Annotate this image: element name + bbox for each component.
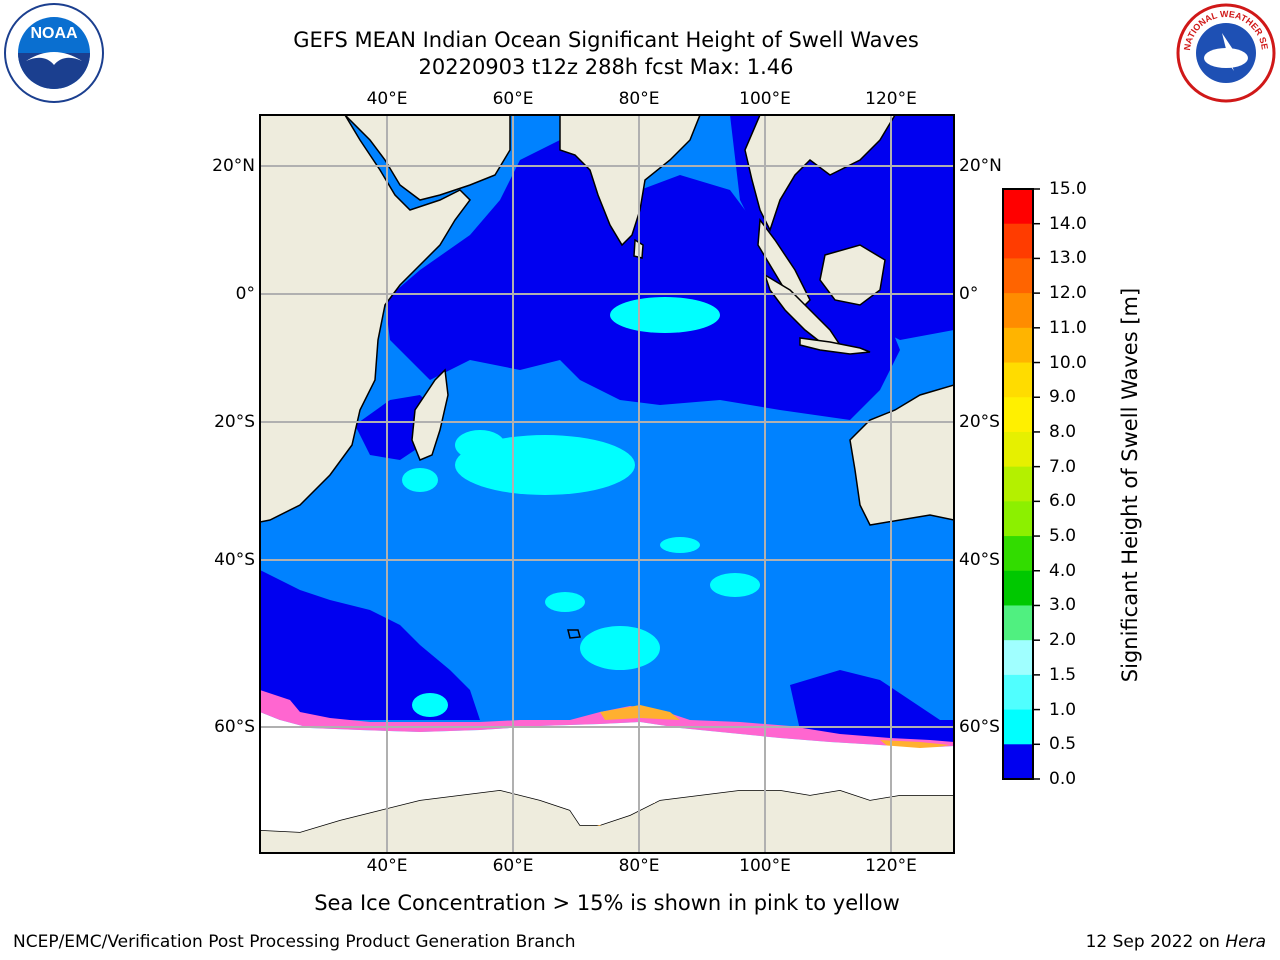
- graticule: [260, 115, 954, 853]
- colorbar-segment: [1003, 223, 1033, 260]
- lon-tick-bottom-100e: 100°E: [739, 856, 791, 876]
- map-title: GEFS MEAN Indian Ocean Significant Heigh…: [293, 28, 919, 52]
- colorbar-label: 0.0: [1049, 769, 1077, 789]
- lon-tick-bottom-60e: 60°E: [492, 856, 534, 876]
- kerguelen-outline: [567, 629, 581, 639]
- colorbar-ticks: [1033, 188, 1040, 780]
- land-southeast-asia: [744, 115, 896, 232]
- lat-tick-right-60s: 60°S: [959, 717, 1000, 737]
- colorbar-title: Significant Height of Swell Waves [m]: [1118, 287, 1142, 683]
- colorbar-segment: [1003, 362, 1033, 398]
- lon-tick-top-120e: 120°E: [865, 89, 917, 109]
- colorbar-segment: [1003, 397, 1033, 433]
- colorbar-segment: [1003, 570, 1033, 607]
- lon-tick-bottom-40e: 40°E: [366, 856, 408, 876]
- colorbar-label: 9.0: [1049, 387, 1077, 408]
- colorbar-segment: [1003, 536, 1033, 572]
- colorbar-frame: [1002, 188, 1034, 780]
- colorbar-label: 6.0: [1049, 491, 1077, 512]
- colorbar-segment: [1003, 327, 1033, 364]
- colorbar-label: 4.0: [1049, 560, 1077, 581]
- colorbar-label: 13.0: [1049, 248, 1087, 269]
- colorbar-label: 14.0: [1049, 213, 1087, 234]
- lon-tick-bottom-120e: 120°E: [865, 856, 917, 876]
- land-borneo: [819, 244, 886, 306]
- lon-tick-top-60e: 60°E: [492, 89, 534, 109]
- colorbar-label: 1.0: [1049, 699, 1077, 720]
- colorbar-segment: [1003, 640, 1033, 676]
- colorbar-segment: [1003, 674, 1033, 711]
- land-india: [559, 115, 701, 247]
- colorbar-segment: [1003, 293, 1033, 329]
- lat-tick-left-20s: 20°S: [214, 412, 255, 432]
- colorbar-label: 3.0: [1049, 595, 1077, 616]
- noaa-logo: NOAA: [4, 3, 104, 103]
- colorbar-label: 11.0: [1049, 317, 1087, 338]
- colorbar: [1003, 189, 1033, 780]
- lon-tick-bottom-80e: 80°E: [618, 856, 660, 876]
- colorbar-label: 7.0: [1049, 456, 1077, 477]
- land-java: [799, 337, 871, 355]
- colorbar-label: 12.0: [1049, 283, 1087, 304]
- colorbar-segment: [1003, 605, 1033, 641]
- lon-tick-top-100e: 100°E: [739, 89, 791, 109]
- colorbar-label: 2.0: [1049, 630, 1077, 651]
- lat-tick-left-60s: 60°S: [214, 717, 255, 737]
- nws-logo: NATIONAL WEATHER SERVICE: [1176, 3, 1276, 103]
- colorbar-segment: [1003, 189, 1033, 225]
- map-subtitle: 20220903 t12z 288h fcst Max: 1.46: [418, 55, 794, 79]
- lat-tick-right-0: 0°: [959, 284, 979, 304]
- lat-tick-right-40s: 40°S: [959, 550, 1000, 570]
- map-frame: [259, 114, 955, 854]
- footer-host: Hera: [1225, 932, 1266, 952]
- ice-covered-area: [260, 712, 954, 832]
- moderate-swell-regions: [402, 297, 760, 717]
- sea-ice-caption: Sea Ice Concentration > 15% is shown in …: [314, 891, 900, 915]
- footer-date: 12 Sep 2022 on Hera: [1086, 932, 1266, 952]
- lat-tick-left-0: 0°: [235, 284, 255, 304]
- colorbar-label: 15.0: [1049, 179, 1087, 199]
- land-australia: [849, 384, 954, 526]
- colorbar-segment: [1003, 431, 1033, 468]
- lon-tick-top-40e: 40°E: [366, 89, 408, 109]
- land-madagascar: [411, 368, 449, 461]
- colorbar-segment: [1003, 258, 1033, 294]
- lon-tick-top-80e: 80°E: [618, 89, 660, 109]
- lat-tick-left-40s: 40°S: [214, 550, 255, 570]
- lat-tick-right-20n: 20°N: [959, 156, 1002, 176]
- lat-tick-right-20s: 20°S: [959, 412, 1000, 432]
- colorbar-label: 1.5: [1049, 664, 1077, 685]
- colorbar-segment: [1003, 709, 1033, 745]
- lat-tick-left-20n: 20°N: [212, 156, 255, 176]
- colorbar-label: 0.5: [1049, 734, 1077, 755]
- colorbar-label: 8.0: [1049, 421, 1077, 442]
- footer-credit: NCEP/EMC/Verification Post Processing Pr…: [13, 932, 576, 952]
- colorbar-label: 10.0: [1049, 352, 1087, 373]
- footer-date-text: 12 Sep 2022 on: [1085, 932, 1226, 952]
- noaa-logo-text: NOAA: [30, 25, 78, 42]
- colorbar-label: 5.0: [1049, 526, 1077, 547]
- land-africa: [260, 115, 471, 523]
- land-masses: [260, 115, 954, 853]
- colorbar-segment: [1003, 744, 1033, 780]
- colorbar-segment: [1003, 501, 1033, 537]
- colorbar-segment: [1003, 466, 1033, 502]
